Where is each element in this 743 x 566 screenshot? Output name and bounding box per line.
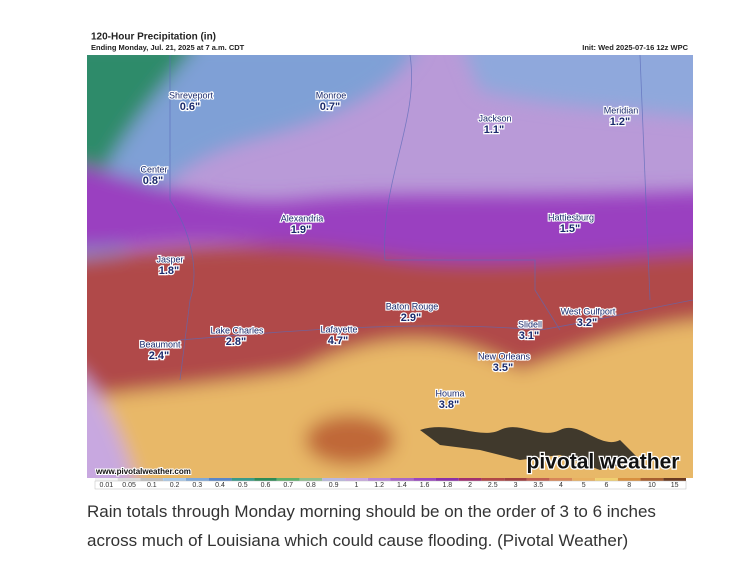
city-name: Meridian [604, 105, 639, 115]
scale-swatch [163, 478, 186, 481]
scale-swatch [254, 478, 277, 481]
scale-label: 0.4 [215, 482, 225, 489]
scale-label: 0.2 [170, 482, 180, 489]
map-figure: 120-Hour Precipitation (in) Ending Monda… [87, 32, 693, 490]
city-name: Baton Rouge [386, 301, 439, 311]
city-name: Monroe [316, 90, 347, 100]
city-name: Shreveport [169, 90, 214, 100]
caption: Rain totals through Monday morning shoul… [87, 502, 656, 550]
color-scale: 0.01 0.05 0.1 0.2 0.3 0.4 0.5 0.6 0.7 0.8 0.9 1 1.2 1… [94, 478, 687, 490]
city-amount: 1.5" [560, 223, 581, 235]
scale-label: 0.8 [306, 482, 316, 489]
watermark-url: www.pivotalweather.com [95, 467, 191, 476]
scale-swatch [367, 478, 391, 481]
scale-swatch [208, 478, 232, 481]
scale-swatch [299, 478, 323, 481]
city-name: New Orleans [478, 351, 531, 361]
city-amount: 1.1" [484, 124, 505, 136]
city-amount: 0.8" [143, 175, 164, 187]
scale-label: 5 [582, 482, 586, 489]
city-name: Beaumont [139, 339, 181, 349]
scale-label: 0.9 [329, 482, 339, 489]
city-name: West Gulfport [561, 306, 616, 316]
city-amount: 3.5" [493, 362, 514, 374]
city-amount: 2.8" [226, 336, 247, 348]
scale-swatch [481, 478, 505, 481]
city-amount: 1.8" [159, 265, 180, 277]
map-title: 120-Hour Precipitation (in) [91, 32, 216, 43]
city-amount: 3.1" [519, 330, 540, 342]
city-name: Jackson [478, 113, 511, 123]
scale-label: 6 [604, 482, 608, 489]
scale-swatch [95, 478, 118, 481]
scale-label: 2 [468, 482, 472, 489]
city-amount: 3.2" [577, 317, 598, 329]
scale-swatch [435, 478, 459, 481]
scale-label: 1.4 [397, 482, 407, 489]
scale-swatch [526, 478, 550, 481]
city-amount: 1.9" [291, 224, 312, 236]
city-amount: 0.6" [180, 101, 201, 113]
scale-label: 15 [671, 482, 679, 489]
scale-swatch [276, 478, 300, 481]
scale-swatch [322, 478, 346, 481]
city-name: Center [140, 164, 167, 174]
precip-field [87, 55, 693, 478]
scale-label: 0.05 [122, 482, 136, 489]
city-name: Jasper [156, 254, 183, 264]
scale-frame [94, 480, 687, 490]
city-amount: 0.7" [320, 101, 341, 113]
scale-swatch [413, 478, 436, 481]
scale-label: 8 [627, 482, 631, 489]
scale-label: 0.1 [147, 482, 157, 489]
scale-label: 0.01 [100, 482, 114, 489]
scale-swatch [231, 478, 255, 481]
city-amount: 4.7" [328, 335, 349, 347]
scale-swatch [504, 478, 527, 481]
scale-label: 1.6 [420, 482, 430, 489]
scale-swatch [458, 478, 482, 481]
city-amount: 3.8" [439, 399, 460, 411]
city-name: Alexandria [281, 213, 324, 223]
scale-swatch [140, 478, 164, 481]
scale-label: 0.7 [283, 482, 293, 489]
scale-swatch [640, 478, 664, 481]
scale-swatch [185, 478, 209, 481]
init-time: Init: Wed 2025-07-16 12z WPC [582, 43, 688, 52]
scale-label: 3 [514, 482, 518, 489]
city-amount: 2.9" [401, 312, 422, 324]
scale-swatch [390, 478, 414, 481]
city-name: Slidell [518, 319, 542, 329]
city-amount: 2.4" [149, 350, 170, 362]
scale-label: 1.2 [374, 482, 384, 489]
scale-label: 0.6 [261, 482, 271, 489]
scale-label: 1 [354, 482, 358, 489]
city-name: Lafayette [320, 324, 357, 334]
watermark-brand: pivotal weather [527, 451, 680, 474]
scale-swatch [663, 478, 686, 481]
scale-label: 4 [559, 482, 563, 489]
scale-swatch [617, 478, 641, 481]
scale-label: 2.5 [488, 482, 498, 489]
city-amount: 1.2" [610, 116, 631, 128]
scale-label: 1.8 [442, 482, 452, 489]
scale-swatch [595, 478, 618, 481]
city-name: Lake Charles [210, 325, 264, 335]
scale-label: 3.5 [533, 482, 543, 489]
city-name: Hattiesburg [548, 212, 594, 222]
scale-label: 0.3 [192, 482, 202, 489]
city-name: Houma [435, 388, 464, 398]
scale-swatch [549, 478, 573, 481]
scale-label: 10 [648, 482, 656, 489]
scale-label: 0.5 [238, 482, 248, 489]
map-subtitle: Ending Monday, Jul. 21, 2025 at 7 a.m. C… [91, 43, 245, 52]
scale-swatch [572, 478, 596, 481]
scale-swatch [345, 478, 368, 481]
scale-swatch [117, 478, 141, 481]
